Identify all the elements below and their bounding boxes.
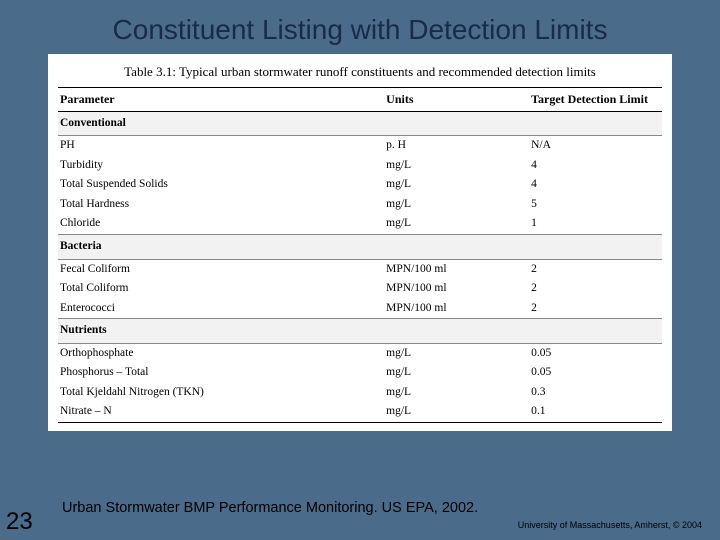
table-container: Table 3.1: Typical urban stormwater runo… xyxy=(48,54,672,431)
section-row: Nutrients xyxy=(58,319,662,344)
constituents-table: Parameter Units Target Detection Limit C… xyxy=(58,87,662,423)
cell-units: MPN/100 ml xyxy=(384,259,529,279)
table-row: Total Kjeldahl Nitrogen (TKN)mg/L0.3 xyxy=(58,383,662,403)
cell-limit: 4 xyxy=(529,175,662,195)
cell-param: Total Kjeldahl Nitrogen (TKN) xyxy=(58,383,384,403)
cell-limit: 2 xyxy=(529,259,662,279)
cell-units: p. H xyxy=(384,136,529,156)
section-label: Bacteria xyxy=(58,234,662,259)
table-header-row: Parameter Units Target Detection Limit xyxy=(58,87,662,111)
cell-units: mg/L xyxy=(384,343,529,363)
table-row: Orthophosphatemg/L0.05 xyxy=(58,343,662,363)
col-header-parameter: Parameter xyxy=(58,87,384,111)
cell-limit: 4 xyxy=(529,156,662,176)
cell-units: mg/L xyxy=(384,175,529,195)
cell-limit: 2 xyxy=(529,279,662,299)
cell-units: MPN/100 ml xyxy=(384,299,529,319)
cell-limit: 0.3 xyxy=(529,383,662,403)
cell-limit: 1 xyxy=(529,214,662,234)
table-caption: Table 3.1: Typical urban stormwater runo… xyxy=(58,60,662,87)
table-row: Phosphorus – Totalmg/L0.05 xyxy=(58,363,662,383)
slide-title: Constituent Listing with Detection Limit… xyxy=(0,0,720,54)
table-row: Nitrate – Nmg/L0.1 xyxy=(58,402,662,422)
cell-units: mg/L xyxy=(384,363,529,383)
col-header-limit: Target Detection Limit xyxy=(529,87,662,111)
cell-limit: N/A xyxy=(529,136,662,156)
cell-units: MPN/100 ml xyxy=(384,279,529,299)
section-label: Conventional xyxy=(58,111,662,136)
cell-param: Phosphorus – Total xyxy=(58,363,384,383)
copyright-text: University of Massachusetts, Amherst, © … xyxy=(518,520,702,530)
cell-param: Turbidity xyxy=(58,156,384,176)
cell-param: Total Hardness xyxy=(58,195,384,215)
table-row: Fecal ColiformMPN/100 ml2 xyxy=(58,259,662,279)
cell-param: Chloride xyxy=(58,214,384,234)
section-label: Nutrients xyxy=(58,319,662,344)
section-row: Bacteria xyxy=(58,234,662,259)
cell-units: mg/L xyxy=(384,402,529,422)
cell-limit: 0.05 xyxy=(529,363,662,383)
cell-param: PH xyxy=(58,136,384,156)
table-row: Total Suspended Solidsmg/L4 xyxy=(58,175,662,195)
table-row: Chloridemg/L1 xyxy=(58,214,662,234)
cell-units: mg/L xyxy=(384,195,529,215)
cell-param: Fecal Coliform xyxy=(58,259,384,279)
table-row: PHp. HN/A xyxy=(58,136,662,156)
cell-units: mg/L xyxy=(384,383,529,403)
cell-limit: 0.1 xyxy=(529,402,662,422)
table-row: Turbiditymg/L4 xyxy=(58,156,662,176)
col-header-units: Units xyxy=(384,87,529,111)
cell-param: Total Suspended Solids xyxy=(58,175,384,195)
cell-param: Orthophosphate xyxy=(58,343,384,363)
cell-param: Enterococci xyxy=(58,299,384,319)
section-row: Conventional xyxy=(58,111,662,136)
slide-number: 23 xyxy=(6,508,33,536)
cell-units: mg/L xyxy=(384,156,529,176)
table-row: Total ColiformMPN/100 ml2 xyxy=(58,279,662,299)
source-citation: Urban Stormwater BMP Performance Monitor… xyxy=(62,500,478,516)
cell-limit: 2 xyxy=(529,299,662,319)
table-row: Total Hardnessmg/L5 xyxy=(58,195,662,215)
table-row: EnterococciMPN/100 ml2 xyxy=(58,299,662,319)
cell-units: mg/L xyxy=(384,214,529,234)
cell-limit: 5 xyxy=(529,195,662,215)
cell-limit: 0.05 xyxy=(529,343,662,363)
cell-param: Nitrate – N xyxy=(58,402,384,422)
cell-param: Total Coliform xyxy=(58,279,384,299)
